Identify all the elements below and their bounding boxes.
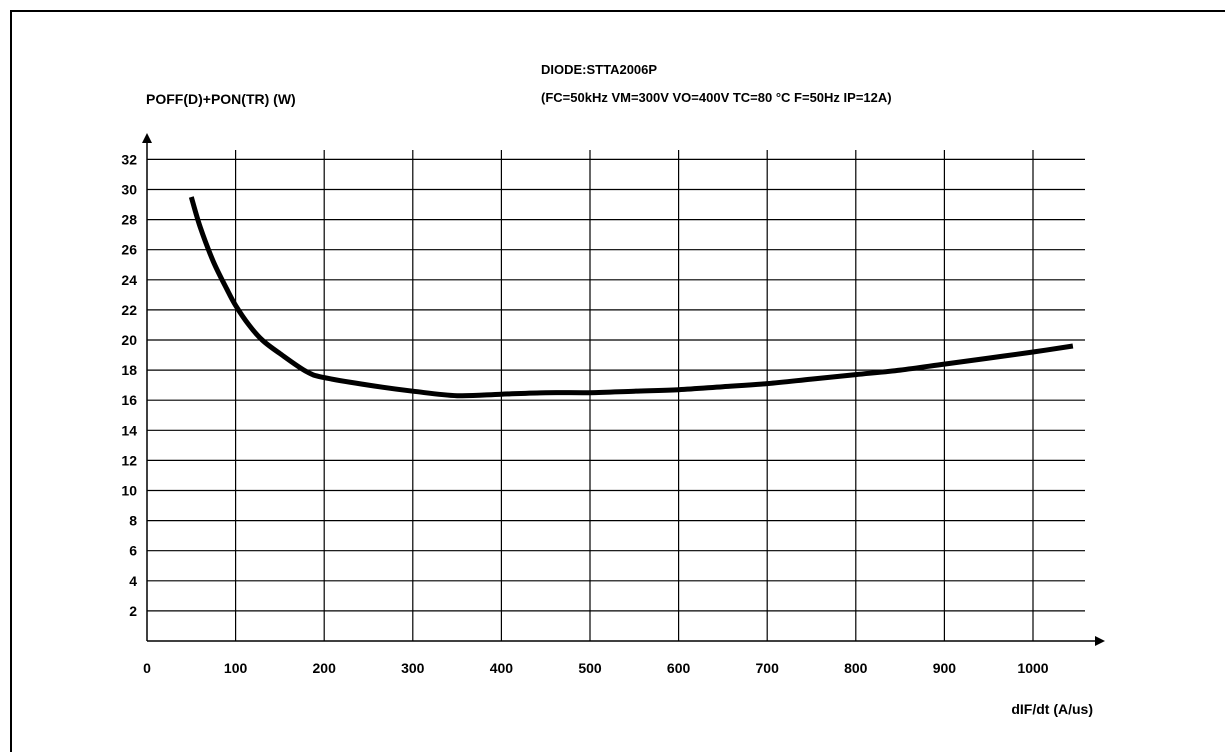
y-tick-label-28: 28 bbox=[121, 212, 137, 228]
chart-subtitle: (FC=50kHz VM=300V VO=400V TC=80 °C F=50H… bbox=[541, 90, 892, 105]
y-tick-label-2: 2 bbox=[129, 603, 137, 619]
y-tick-label-24: 24 bbox=[121, 272, 137, 288]
y-tick-label-12: 12 bbox=[121, 452, 137, 468]
x-tick-label-300: 300 bbox=[401, 660, 425, 676]
y-tick-label-14: 14 bbox=[121, 422, 137, 438]
y-tick-label-20: 20 bbox=[121, 332, 137, 348]
y-axis-label: POFF(D)+PON(TR) (W) bbox=[146, 91, 296, 107]
axes bbox=[142, 133, 1105, 646]
y-tick-label-4: 4 bbox=[129, 573, 137, 589]
x-tick-label-100: 100 bbox=[224, 660, 248, 676]
x-tick-label-800: 800 bbox=[844, 660, 868, 676]
y-tick-label-26: 26 bbox=[121, 242, 137, 258]
y-tick-label-16: 16 bbox=[121, 392, 137, 408]
x-tick-label-0: 0 bbox=[143, 660, 151, 676]
x-tick-label-400: 400 bbox=[490, 660, 514, 676]
y-axis-arrow bbox=[142, 133, 152, 143]
chart-frame bbox=[10, 10, 1225, 752]
x-tick-label-600: 600 bbox=[667, 660, 691, 676]
grid bbox=[147, 150, 1085, 641]
x-tick-label-1000: 1000 bbox=[1017, 660, 1048, 676]
chart-title: DIODE:STTA2006P bbox=[541, 62, 657, 77]
x-tick-label-500: 500 bbox=[578, 660, 602, 676]
series-line-0 bbox=[188, 196, 1074, 399]
x-tick-label-200: 200 bbox=[313, 660, 337, 676]
x-axis-arrow bbox=[1095, 636, 1105, 646]
y-tick-label-6: 6 bbox=[129, 543, 137, 559]
x-tick-label-700: 700 bbox=[756, 660, 780, 676]
x-tick-label-900: 900 bbox=[933, 660, 957, 676]
y-tick-label-32: 32 bbox=[121, 151, 137, 167]
y-tick-label-8: 8 bbox=[129, 513, 137, 529]
y-tick-label-30: 30 bbox=[121, 182, 137, 198]
y-tick-label-10: 10 bbox=[121, 483, 137, 499]
x-axis-label: dIF/dt (A/us) bbox=[1011, 701, 1093, 717]
series bbox=[188, 196, 1074, 399]
y-tick-label-22: 22 bbox=[121, 302, 137, 318]
y-tick-label-18: 18 bbox=[121, 362, 137, 378]
